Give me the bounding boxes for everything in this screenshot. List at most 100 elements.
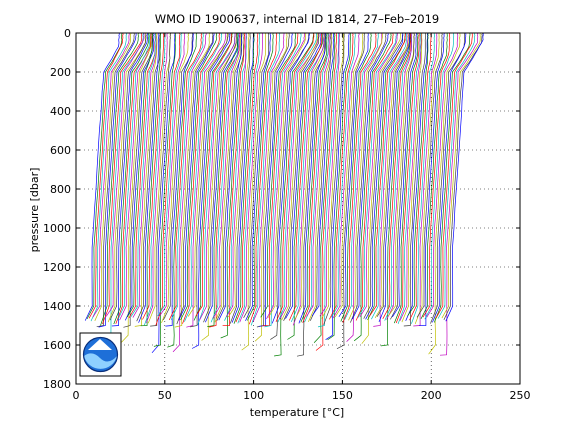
temperature-profile-line xyxy=(306,32,331,317)
temperature-profile-line xyxy=(281,32,319,321)
x-tick-label: 200 xyxy=(421,389,442,402)
temperature-profile-line xyxy=(191,32,231,349)
y-tick-label: 1400 xyxy=(43,300,71,313)
y-tick-label: 400 xyxy=(50,105,71,118)
temperature-profile-line xyxy=(393,32,419,324)
temperature-profile-line xyxy=(325,33,350,340)
temperature-profile-line xyxy=(109,33,147,321)
x-axis-ticks: 0 50 100 150 200 250 xyxy=(73,33,531,402)
temperature-profile-line xyxy=(184,32,223,322)
temperature-profile-line xyxy=(334,32,364,318)
temperature-profile-line xyxy=(317,32,340,328)
temperature-profile-line xyxy=(220,32,245,339)
temperature-profile-line xyxy=(430,32,466,324)
temperature-profile-line xyxy=(340,33,372,322)
temperature-profile-line xyxy=(123,32,154,328)
temperature-profile-line xyxy=(167,32,197,348)
temperature-profile-line xyxy=(346,32,383,342)
temperature-profile-line xyxy=(428,32,461,355)
temperature-profile-line xyxy=(105,32,145,317)
logo-ring xyxy=(82,336,119,373)
x-tick-label: 50 xyxy=(158,389,172,402)
temperature-profile-line xyxy=(237,32,260,324)
temperature-profile-line xyxy=(115,32,152,325)
temperature-profile-line xyxy=(104,32,144,345)
temperature-profile-line xyxy=(140,32,162,327)
temperature-profile-line xyxy=(323,32,345,325)
temperature-profile-line xyxy=(342,32,377,323)
temperature-profile-line xyxy=(157,33,182,317)
temperature-profile-line xyxy=(426,33,459,318)
temperature-profile-line xyxy=(399,32,422,321)
temperature-profile-line xyxy=(113,32,150,325)
temperature-profile-line xyxy=(84,32,120,321)
temperature-profile-line xyxy=(355,32,394,321)
temperature-profile-line xyxy=(413,32,438,327)
temperature-profile-line xyxy=(248,32,278,325)
temperature-profile-line xyxy=(212,33,240,319)
temperature-profile-line xyxy=(298,32,326,324)
temperature-profile-line xyxy=(124,33,155,321)
temperature-profile-line xyxy=(420,32,448,319)
temperature-profile-line xyxy=(239,32,264,323)
temperature-profile-line xyxy=(151,33,176,354)
temperature-profile-line xyxy=(443,33,483,321)
temperature-profile-line xyxy=(441,32,481,319)
temperature-profile-line xyxy=(207,32,239,327)
temperature-profile-line xyxy=(296,32,327,357)
temperature-profile-line xyxy=(150,32,171,327)
temperature-profile-line xyxy=(435,33,473,318)
y-axis-label: pressure [dbar] xyxy=(28,168,41,253)
temperature-profile-line xyxy=(401,32,423,323)
temperature-profile-line xyxy=(353,32,392,342)
temperature-profile-line xyxy=(292,32,325,326)
temperature-profile-line xyxy=(233,33,255,324)
temperature-profile-line xyxy=(174,32,210,328)
temperature-profile-line xyxy=(264,32,302,328)
temperature-profile-line xyxy=(309,32,332,321)
temperature-profile-line xyxy=(294,32,326,320)
temperature-profile-line xyxy=(445,32,484,322)
temperature-profile-line xyxy=(419,33,445,327)
temperature-profile-line xyxy=(94,32,132,321)
temperature-profile-line xyxy=(119,32,153,321)
noaa-logo xyxy=(79,332,122,377)
temperature-profile-line xyxy=(277,33,318,323)
temperature-profile-line xyxy=(226,32,247,317)
y-tick-label: 200 xyxy=(50,66,71,79)
temperature-profile-line xyxy=(274,32,314,357)
temperature-profile-line xyxy=(283,32,320,321)
temperature-profile-line xyxy=(336,33,365,350)
temperature-profile-line xyxy=(350,32,387,323)
temperature-profile-line xyxy=(439,32,479,356)
temperature-profile-line xyxy=(351,32,389,320)
temperature-profile-line xyxy=(403,33,427,327)
temperature-profile-line xyxy=(193,32,233,321)
temperature-profile-line xyxy=(136,33,161,322)
chart-title: WMO ID 1900637, internal ID 1814, 27–Feb… xyxy=(155,12,439,26)
temperature-profile-line xyxy=(271,32,310,324)
temperature-profile-line xyxy=(373,32,409,327)
temperature-profile-line xyxy=(190,32,229,328)
temperature-profile-line xyxy=(199,32,236,321)
temperature-profile-line xyxy=(371,33,408,320)
temperature-profile-line xyxy=(374,33,410,318)
temperature-profile-line xyxy=(311,32,334,316)
temperature-profile-line xyxy=(338,32,369,317)
temperature-profile-line xyxy=(432,33,467,323)
temperature-profile-line xyxy=(380,32,411,347)
temperature-profile-line xyxy=(247,32,274,321)
temperature-profile-line xyxy=(405,32,428,321)
temperature-profile-line xyxy=(88,32,124,319)
temperature-profile-line xyxy=(161,32,189,324)
temperature-profile-line xyxy=(195,32,232,317)
temperature-profile-line xyxy=(262,32,299,327)
y-tick-label: 0 xyxy=(64,27,71,40)
temperature-profile-line xyxy=(182,32,220,324)
temperature-profile-line xyxy=(186,32,227,328)
temperature-profile-line xyxy=(250,32,281,326)
temperature-profile-line xyxy=(187,32,228,317)
temperature-profile-line xyxy=(359,32,398,317)
temperature-profile-line xyxy=(268,32,307,318)
